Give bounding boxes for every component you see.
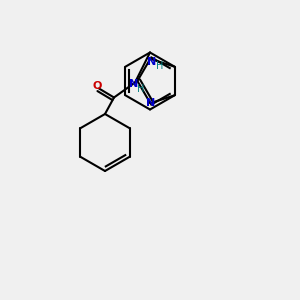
- Text: N: N: [146, 98, 155, 108]
- Text: N: N: [147, 57, 156, 67]
- Text: H: H: [156, 61, 163, 71]
- Text: H: H: [137, 83, 145, 94]
- Text: O: O: [93, 80, 102, 91]
- Text: N: N: [129, 79, 138, 89]
